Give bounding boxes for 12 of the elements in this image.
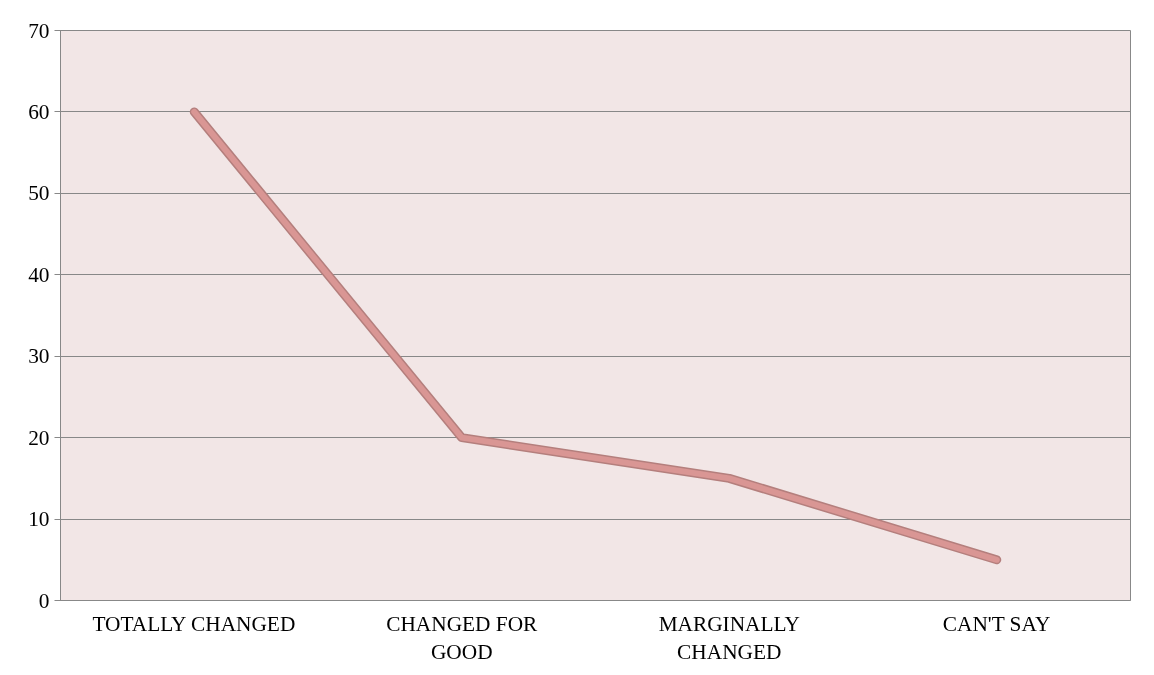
y-tick-label: 20 (28, 425, 50, 450)
x-tick-label: TOTALLY CHANGED (92, 611, 296, 636)
x-tick-label: MARGINALLY CHANGED (658, 611, 800, 665)
y-tick-label: 30 (28, 344, 50, 369)
y-tick-label: 0 (38, 588, 50, 613)
y-tick-label: 40 (28, 262, 50, 287)
y-tick-label: 70 (28, 18, 50, 43)
y-tick-label: 60 (28, 99, 50, 124)
y-tick-label: 50 (28, 181, 50, 206)
x-tick-label: CHANGED FOR GOOD (386, 611, 539, 665)
y-tick-label: 10 (28, 507, 50, 532)
x-tick-label: CAN'T SAY (942, 611, 1051, 636)
